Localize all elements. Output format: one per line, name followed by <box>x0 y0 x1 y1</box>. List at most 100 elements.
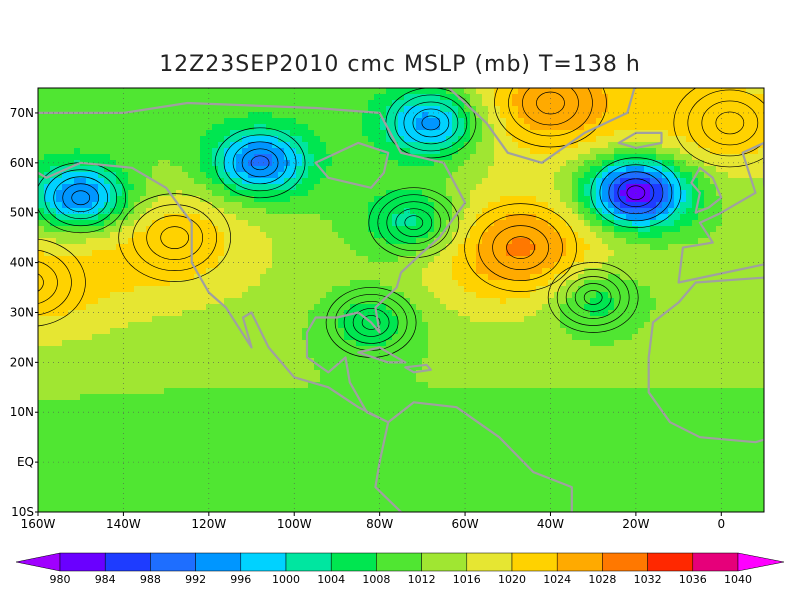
field-cell <box>632 196 639 203</box>
field-cell <box>752 88 759 95</box>
field-cell <box>92 262 99 269</box>
field-cell <box>110 148 117 155</box>
field-cell <box>530 154 537 161</box>
field-cell <box>116 106 123 113</box>
field-cell <box>620 256 627 263</box>
field-cell <box>284 100 291 107</box>
field-cell <box>314 280 321 287</box>
field-cell <box>146 88 153 95</box>
field-cell <box>464 202 471 209</box>
field-cell <box>488 160 495 167</box>
field-cell <box>584 244 591 251</box>
field-cell <box>92 196 99 203</box>
field-cell <box>272 130 279 137</box>
field-cell <box>188 136 195 143</box>
field-cell <box>368 268 375 275</box>
field-cell <box>44 142 51 149</box>
field-cell <box>728 184 735 191</box>
field-cell <box>104 274 111 281</box>
field-cell <box>380 214 387 221</box>
field-cell <box>614 214 621 221</box>
field-cell <box>80 208 87 215</box>
field-cell <box>344 250 351 257</box>
field-cell <box>704 226 711 233</box>
field-cell <box>680 292 687 299</box>
field-cell <box>224 238 231 245</box>
field-cell <box>434 178 441 185</box>
field-cell <box>158 112 165 119</box>
field-cell <box>488 100 495 107</box>
field-cell <box>236 220 243 227</box>
field-cell <box>734 154 741 161</box>
field-cell <box>542 148 549 155</box>
field-cell <box>626 268 633 275</box>
field-cell <box>758 202 764 209</box>
field-cell <box>284 154 291 161</box>
field-cell <box>506 298 513 305</box>
field-cell <box>458 196 465 203</box>
field-cell <box>518 328 525 335</box>
field-cell <box>590 286 597 293</box>
field-cell <box>746 244 753 251</box>
field-cell <box>596 304 603 311</box>
field-cell <box>728 298 735 305</box>
field-cell <box>188 208 195 215</box>
field-cell <box>338 94 345 101</box>
field-cell <box>92 316 99 323</box>
field-cell <box>314 130 321 137</box>
field-cell <box>164 232 171 239</box>
field-cell <box>746 298 753 305</box>
field-cell <box>590 118 597 125</box>
field-cell <box>656 154 663 161</box>
field-cell <box>122 268 129 275</box>
field-cell <box>614 184 621 191</box>
field-cell <box>62 196 69 203</box>
field-cell <box>638 190 645 197</box>
field-cell <box>272 202 279 209</box>
field-cell <box>212 334 219 341</box>
field-cell <box>722 172 729 179</box>
field-cell <box>44 148 51 155</box>
field-cell <box>620 148 627 155</box>
field-cell <box>50 148 57 155</box>
field-cell <box>428 310 435 317</box>
field-cell <box>524 160 531 167</box>
field-cell <box>356 124 363 131</box>
field-cell <box>482 184 489 191</box>
field-cell <box>152 286 159 293</box>
field-cell <box>152 244 159 251</box>
field-cell <box>98 184 105 191</box>
field-cell <box>230 130 237 137</box>
field-cell <box>656 310 663 317</box>
field-cell <box>242 154 249 161</box>
field-cell <box>284 322 291 329</box>
field-cell <box>224 178 231 185</box>
field-cell <box>350 238 357 245</box>
field-cell <box>122 304 129 311</box>
field-cell <box>398 184 405 191</box>
field-cell <box>422 220 429 227</box>
field-cell <box>74 328 81 335</box>
field-cell <box>692 292 699 299</box>
field-cell <box>428 292 435 299</box>
field-cell <box>590 142 597 149</box>
field-cell <box>440 310 447 317</box>
field-cell <box>470 196 477 203</box>
field-cell <box>464 178 471 185</box>
field-cell <box>674 184 681 191</box>
field-cell <box>488 262 495 269</box>
field-cell <box>752 142 759 149</box>
field-cell <box>236 166 243 173</box>
field-cell <box>134 148 141 155</box>
field-cell <box>686 208 693 215</box>
field-cell <box>236 184 243 191</box>
field-cell <box>446 100 453 107</box>
field-cell <box>290 280 297 287</box>
field-cell <box>554 106 561 113</box>
field-cell <box>104 292 111 299</box>
field-cell <box>524 220 531 227</box>
field-cell <box>464 328 471 335</box>
field-cell <box>518 160 525 167</box>
field-cell <box>632 322 639 329</box>
field-cell <box>440 178 447 185</box>
